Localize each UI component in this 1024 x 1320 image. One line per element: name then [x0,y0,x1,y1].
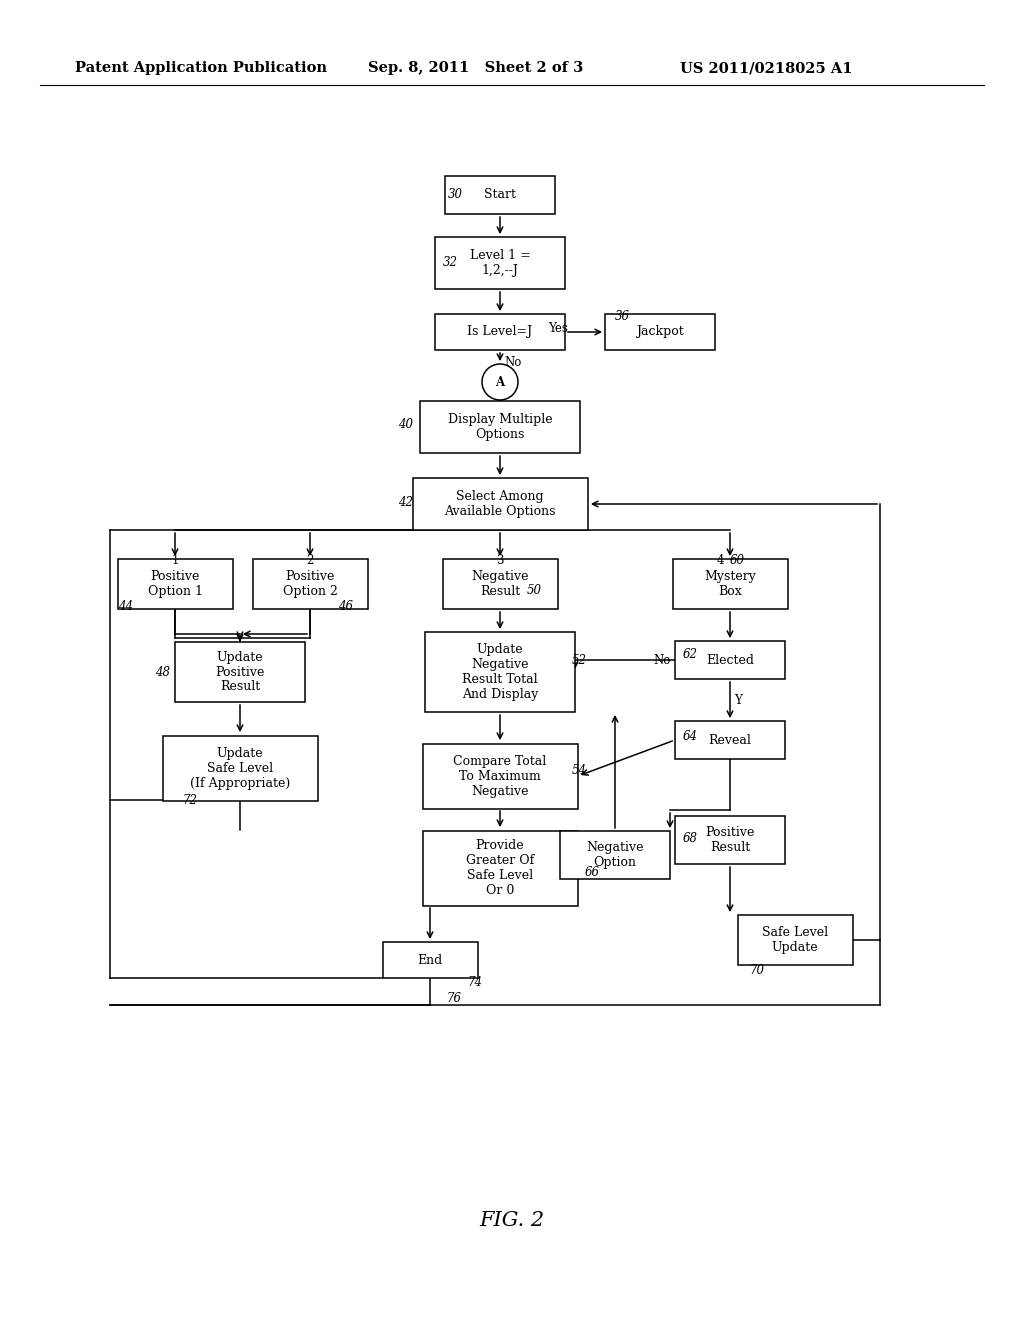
Text: 40: 40 [398,418,413,432]
FancyBboxPatch shape [605,314,715,350]
Text: 32: 32 [443,256,458,268]
Text: 36: 36 [615,309,630,322]
Text: 60: 60 [730,553,745,566]
Text: End: End [418,953,442,966]
FancyBboxPatch shape [435,314,565,350]
Text: 54: 54 [572,763,587,776]
Text: 52: 52 [572,653,587,667]
Circle shape [482,364,518,400]
Text: Positive
Option 2: Positive Option 2 [283,570,338,598]
Text: 62: 62 [683,648,698,661]
FancyBboxPatch shape [175,642,305,702]
Text: Jackpot: Jackpot [636,326,684,338]
Text: Negative
Result: Negative Result [471,570,528,598]
Text: 46: 46 [338,599,353,612]
FancyBboxPatch shape [445,176,555,214]
FancyBboxPatch shape [675,642,785,678]
Text: Update
Positive
Result: Update Positive Result [215,651,264,693]
Text: A: A [496,375,505,388]
Text: Positive
Result: Positive Result [706,826,755,854]
Text: 44: 44 [118,599,133,612]
Text: US 2011/0218025 A1: US 2011/0218025 A1 [680,61,853,75]
Text: No: No [504,355,521,368]
FancyBboxPatch shape [163,735,317,800]
Text: Reveal: Reveal [709,734,752,747]
Text: 72: 72 [183,793,198,807]
Text: Mystery
Box: Mystery Box [705,570,756,598]
Text: FIG. 2: FIG. 2 [479,1210,545,1229]
FancyBboxPatch shape [675,816,785,865]
Text: 50: 50 [527,583,542,597]
Text: Update
Negative
Result Total
And Display: Update Negative Result Total And Display [462,643,539,701]
FancyBboxPatch shape [420,401,580,453]
Text: Start: Start [484,189,516,202]
Text: 3: 3 [497,553,504,566]
Text: Provide
Greater Of
Safe Level
Or 0: Provide Greater Of Safe Level Or 0 [466,840,535,898]
FancyBboxPatch shape [413,478,588,531]
FancyBboxPatch shape [435,238,565,289]
Text: Select Among
Available Options: Select Among Available Options [444,490,556,517]
Text: Update
Safe Level
(If Appropriate): Update Safe Level (If Appropriate) [189,747,290,789]
Text: 76: 76 [447,991,462,1005]
Text: 2: 2 [306,553,313,566]
FancyBboxPatch shape [383,942,477,978]
Text: Patent Application Publication: Patent Application Publication [75,61,327,75]
Text: Level 1 =
1,2,--J: Level 1 = 1,2,--J [470,249,530,277]
FancyBboxPatch shape [442,558,557,609]
FancyBboxPatch shape [253,558,368,609]
Text: No: No [653,653,671,667]
FancyBboxPatch shape [673,558,787,609]
Text: 64: 64 [683,730,698,743]
Text: 70: 70 [750,964,765,977]
Text: 1: 1 [171,553,178,566]
Text: Negative
Option: Negative Option [587,841,644,869]
FancyBboxPatch shape [425,632,575,711]
FancyBboxPatch shape [423,830,578,906]
Text: 4: 4 [716,553,724,566]
Text: Positive
Option 1: Positive Option 1 [147,570,203,598]
Text: 48: 48 [155,665,170,678]
Text: 74: 74 [468,975,483,989]
Text: 68: 68 [683,832,698,845]
FancyBboxPatch shape [675,721,785,759]
FancyBboxPatch shape [118,558,232,609]
Text: Elected: Elected [706,653,754,667]
Text: 42: 42 [398,495,413,508]
Text: Y: Y [734,693,741,706]
Text: Is Level=J: Is Level=J [467,326,532,338]
Text: Sep. 8, 2011   Sheet 2 of 3: Sep. 8, 2011 Sheet 2 of 3 [368,61,584,75]
Text: Compare Total
To Maximum
Negative: Compare Total To Maximum Negative [454,755,547,797]
Text: Display Multiple
Options: Display Multiple Options [447,413,552,441]
FancyBboxPatch shape [737,915,853,965]
Text: 66: 66 [585,866,600,879]
Text: 30: 30 [449,189,463,202]
FancyBboxPatch shape [560,832,670,879]
Text: Safe Level
Update: Safe Level Update [762,927,828,954]
Text: Yes: Yes [548,322,568,334]
FancyBboxPatch shape [423,743,578,808]
